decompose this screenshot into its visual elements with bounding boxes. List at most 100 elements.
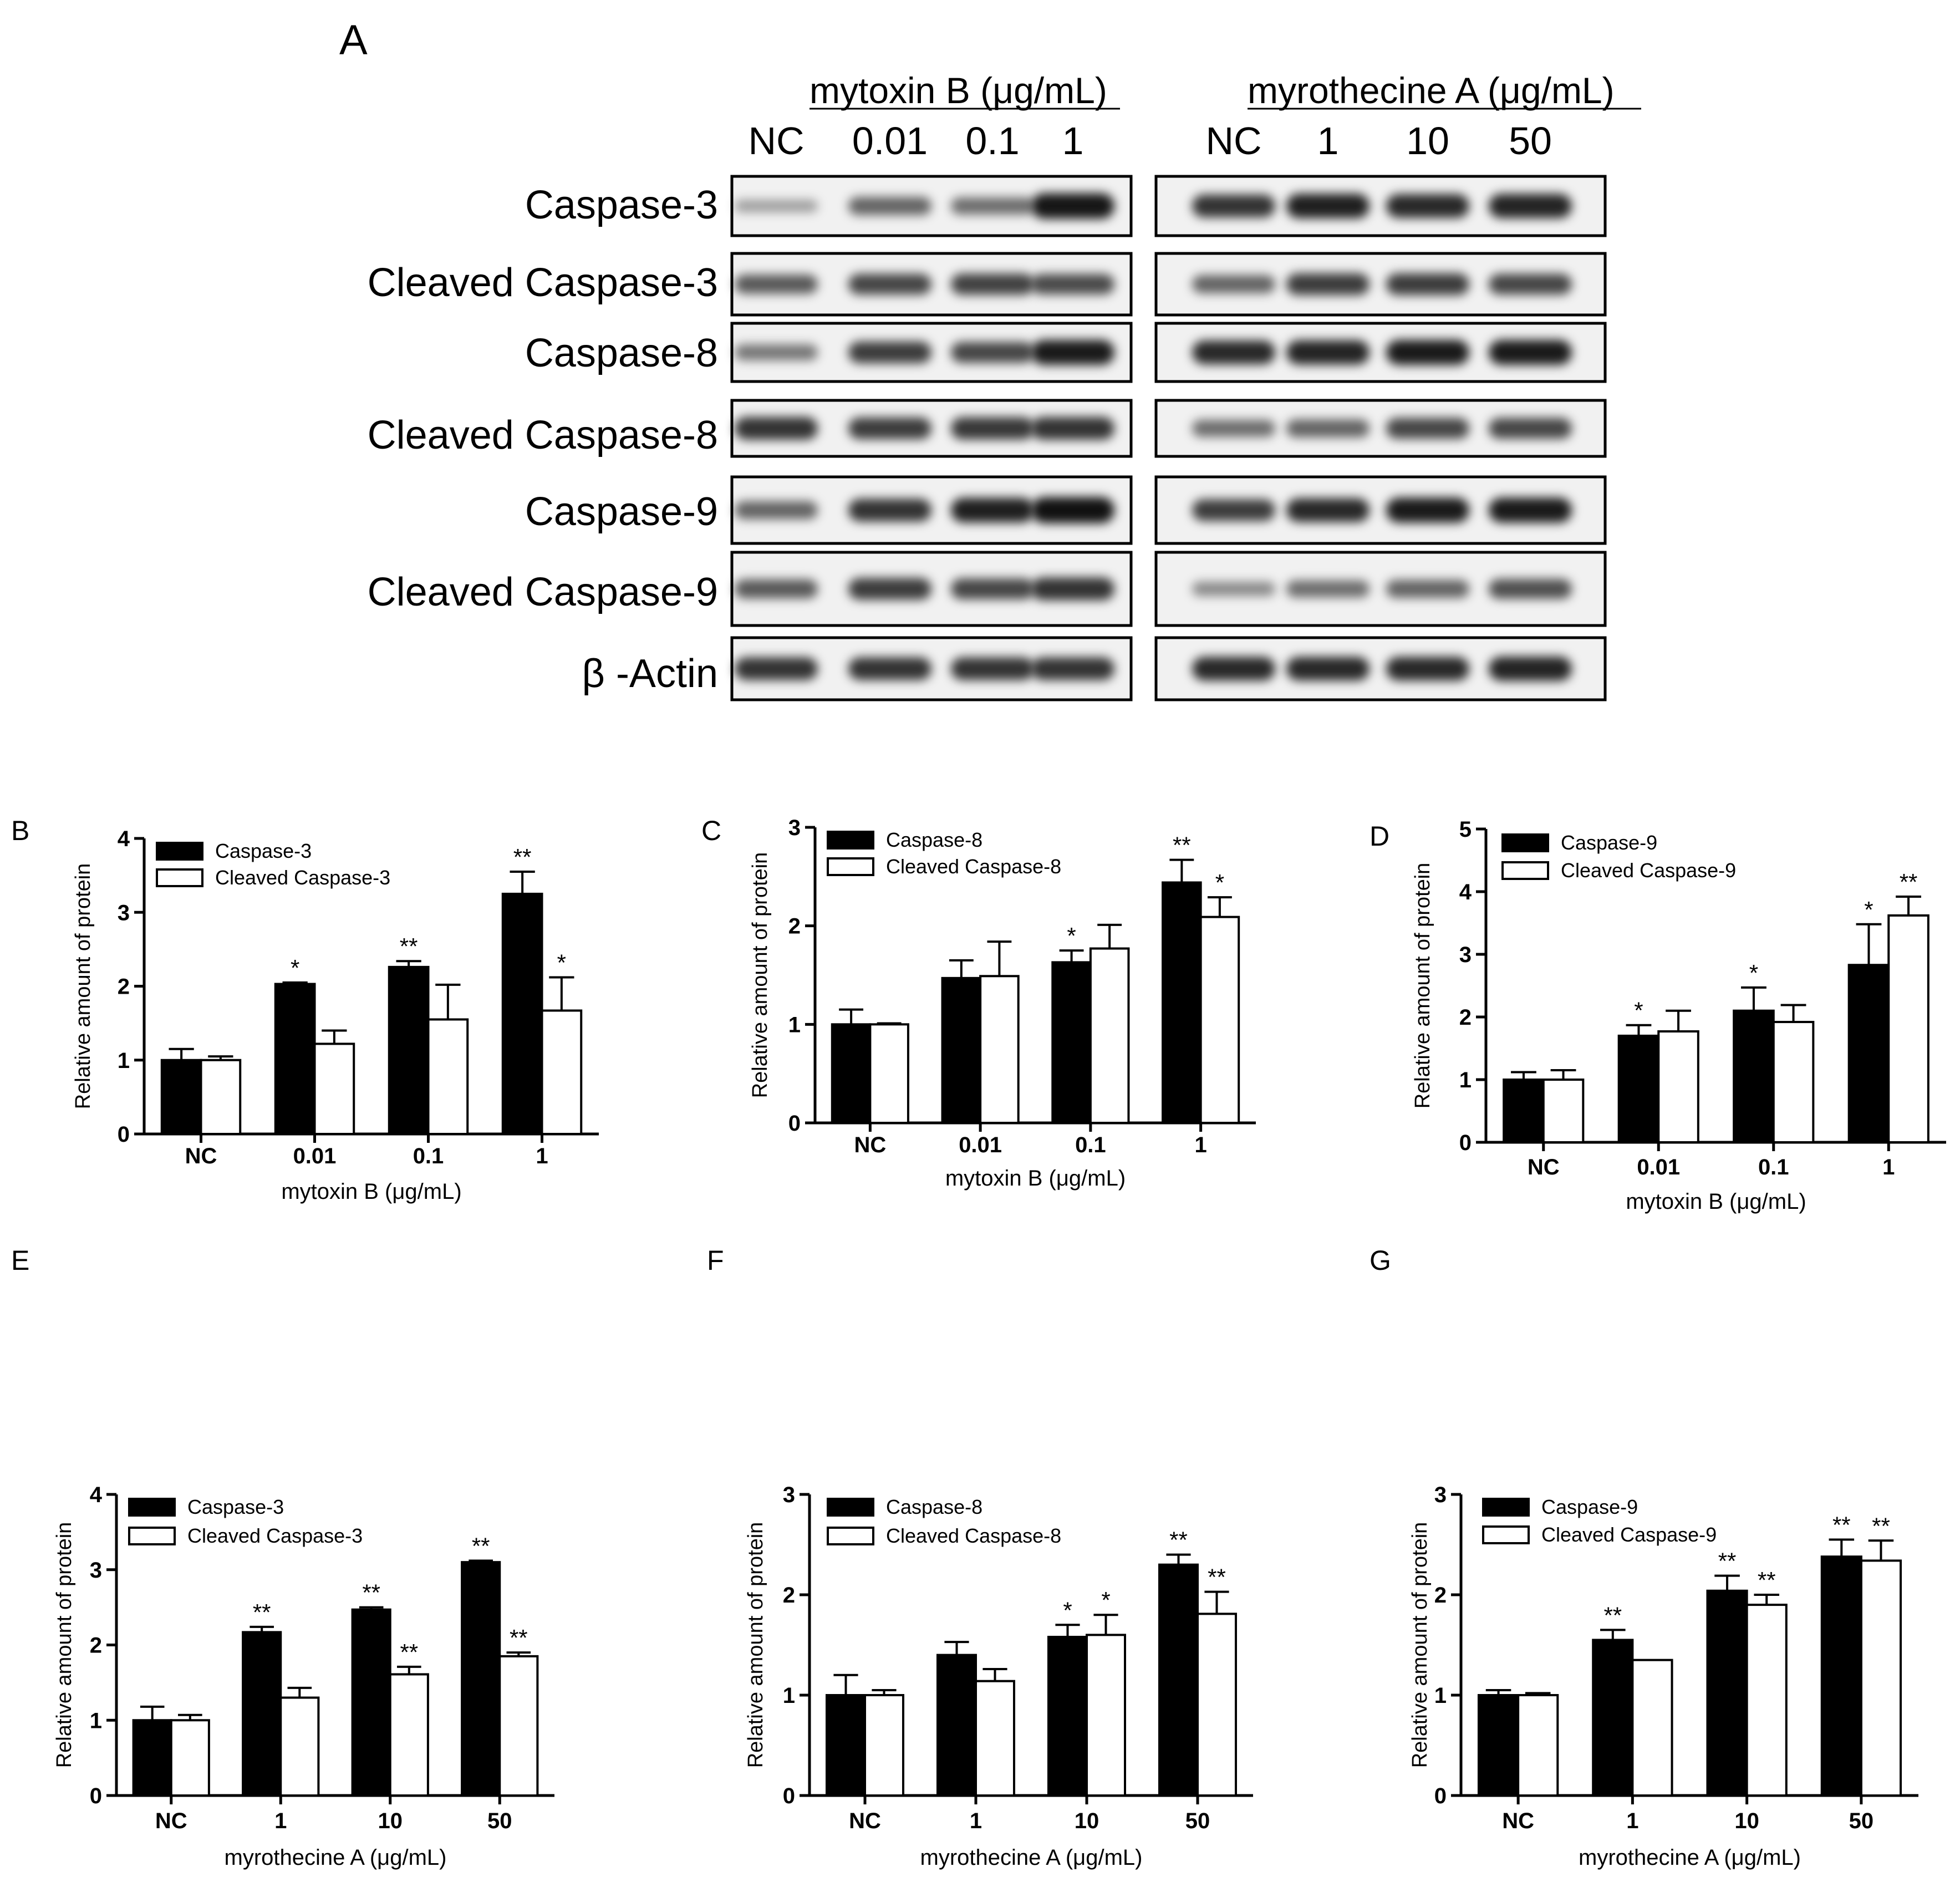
bar	[1199, 915, 1240, 1124]
x-tick-label: 0.1	[1075, 1133, 1106, 1157]
x-tick-label: 0.1	[1758, 1155, 1789, 1179]
blot-row-label: Caspase-8	[525, 331, 718, 375]
bar	[1592, 1639, 1634, 1797]
y-tick-label: 4	[1459, 880, 1472, 904]
blot-row-label: Caspase-3	[525, 183, 718, 227]
significance-marker: **	[1758, 1567, 1776, 1593]
bar	[1860, 1559, 1902, 1797]
chart-panel-g: G 0 1 2 3 NC 1 10 50 ** ** ** ** ** Relative amount of…	[1370, 1245, 1918, 1870]
x-axis-label: myrothecine A (μg/mL)	[1579, 1845, 1801, 1870]
x-tick-label: 1	[1882, 1155, 1895, 1179]
y-tick-label: 1	[90, 1708, 102, 1733]
bar	[132, 1719, 172, 1797]
bar	[826, 1694, 866, 1797]
legend-swatch	[827, 1498, 874, 1517]
panel-label-a: A	[339, 17, 368, 64]
lane-label: 1	[1062, 119, 1084, 162]
bar	[975, 1680, 1015, 1797]
blot-band	[848, 417, 931, 440]
blot-band	[1386, 339, 1469, 365]
legend-swatch	[827, 1527, 874, 1545]
bar	[1887, 914, 1930, 1143]
blot-row-label: Cleaved Caspase-3	[368, 261, 718, 305]
y-tick-label: 1	[1434, 1683, 1447, 1708]
legend-label: Caspase-9	[1561, 831, 1657, 854]
blot-band	[951, 273, 1034, 295]
legend-label: Caspase-3	[187, 1496, 284, 1518]
y-tick-label: 0	[118, 1122, 130, 1147]
x-tick-label: 1	[970, 1809, 982, 1833]
blot-band	[1489, 194, 1572, 218]
blot-band	[1386, 657, 1469, 681]
legend-swatch	[156, 868, 203, 887]
y-tick-label: 1	[118, 1049, 130, 1073]
blot-band	[1192, 499, 1275, 521]
y-tick-label: 0	[788, 1111, 801, 1136]
significance-marker: **	[1603, 1602, 1622, 1628]
blot-band	[1286, 273, 1370, 296]
blot-band	[1489, 657, 1572, 681]
bar	[936, 1654, 977, 1797]
y-axis-label: Relative amount of protein	[744, 1522, 767, 1768]
bar	[461, 1561, 501, 1797]
y-tick-label: 0	[1434, 1784, 1447, 1808]
y-axis-label: Relative amount of protein	[1411, 863, 1434, 1109]
blot-band	[1192, 582, 1275, 596]
legend-label: Caspase-8	[886, 1496, 982, 1518]
significance-marker: *	[1864, 897, 1873, 923]
blot-band	[1286, 419, 1370, 438]
blot-row-label: β -Actin	[582, 652, 718, 696]
bar	[1820, 1555, 1862, 1797]
significance-marker: **	[1832, 1512, 1851, 1538]
bar	[941, 976, 982, 1124]
blot-band	[735, 416, 818, 440]
lane-label: NC	[748, 119, 804, 162]
bar	[979, 975, 1020, 1124]
y-axis-label: Relative amount of protein	[72, 863, 95, 1110]
bar	[1772, 1021, 1815, 1144]
significance-marker: *	[291, 955, 299, 981]
x-tick-label: 50	[1185, 1809, 1210, 1833]
y-tick-label: 1	[783, 1683, 795, 1708]
lane-label: 0.01	[852, 119, 928, 162]
lane-label: 10	[1406, 119, 1449, 162]
y-tick-label: 2	[783, 1583, 795, 1608]
x-tick-label: NC	[1528, 1155, 1560, 1179]
significance-marker: **	[1169, 1527, 1188, 1553]
lane-label: NC	[1205, 119, 1261, 162]
legend-label: Cleaved Caspase-9	[1541, 1523, 1717, 1546]
significance-marker: **	[1718, 1548, 1737, 1574]
legend-swatch	[1482, 1498, 1530, 1517]
bar	[1051, 961, 1092, 1124]
bar	[279, 1696, 320, 1797]
bar	[427, 1018, 469, 1136]
bar	[498, 1655, 539, 1797]
blot-row-label: Cleaved Caspase-8	[368, 413, 718, 457]
blot-band	[735, 344, 818, 361]
y-tick-label: 3	[90, 1558, 102, 1583]
significance-marker: **	[472, 1533, 490, 1559]
blot-band	[1286, 657, 1370, 681]
blot-band	[1386, 273, 1469, 296]
lane-label: 0.1	[965, 119, 1019, 162]
legend-label: Caspase-9	[1541, 1496, 1638, 1518]
y-tick-label: 2	[788, 914, 801, 939]
legend-label: Cleaved Caspase-8	[886, 855, 1061, 878]
x-tick-label: NC	[1502, 1809, 1534, 1833]
legend-swatch	[827, 857, 874, 876]
significance-marker: **	[1173, 832, 1191, 858]
blot-band	[951, 342, 1034, 363]
bar	[831, 1023, 872, 1125]
blot-band	[1286, 498, 1370, 522]
bar	[1477, 1694, 1520, 1797]
bar	[1745, 1604, 1788, 1797]
blot-band	[1489, 418, 1572, 439]
x-tick-label: 10	[1734, 1809, 1759, 1833]
bar	[388, 965, 430, 1135]
x-axis-label: mytoxin B (μg/mL)	[281, 1179, 461, 1204]
blot-band	[951, 417, 1034, 440]
blot-band	[735, 200, 818, 212]
x-axis-label: myrothecine A (μg/mL)	[920, 1845, 1143, 1870]
blot-band	[735, 657, 818, 680]
